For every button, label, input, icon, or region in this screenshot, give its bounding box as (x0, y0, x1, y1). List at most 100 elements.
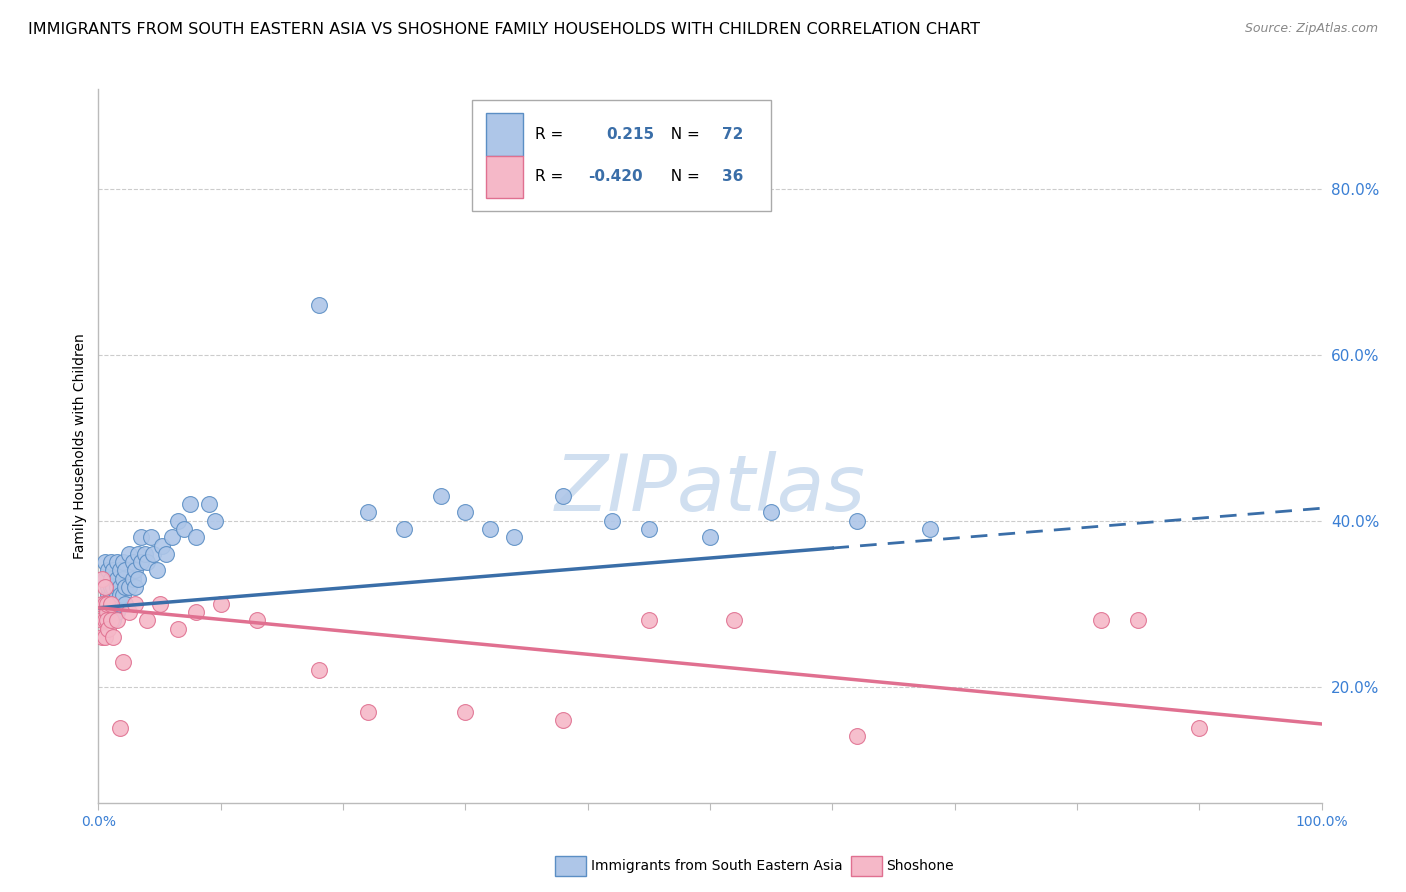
Point (105, 555, 128, 569)
Point (111, 572, 134, 586)
Point (93, 597, 115, 611)
Point (110, 588, 132, 602)
Point (121, 572, 143, 586)
Point (114, 580, 136, 594)
Point (97, 597, 120, 611)
Point (97, 580, 120, 594)
Point (110, 721, 132, 735)
Text: N =: N = (661, 127, 704, 142)
Point (101, 630, 124, 644)
Point (553, 713, 575, 727)
Point (101, 580, 124, 594)
Point (93, 630, 115, 644)
Point (93, 613, 115, 627)
Point (503, 530, 526, 544)
Point (129, 555, 152, 569)
Text: N =: N = (661, 169, 704, 185)
FancyBboxPatch shape (471, 100, 772, 211)
Point (1090, 613, 1112, 627)
Point (97, 613, 120, 627)
Point (430, 489, 453, 503)
Point (101, 613, 124, 627)
Point (134, 547, 156, 561)
Point (121, 555, 143, 569)
Point (160, 530, 183, 544)
Point (167, 622, 190, 636)
Point (600, 514, 623, 528)
Point (209, 597, 232, 611)
Point (1128, 613, 1150, 627)
Point (186, 605, 208, 619)
Point (91, 572, 114, 586)
Point (100, 605, 122, 619)
Point (105, 572, 128, 586)
Point (186, 530, 208, 544)
Point (136, 613, 159, 627)
Point (204, 514, 226, 528)
Point (845, 514, 868, 528)
Point (100, 597, 122, 611)
Point (114, 597, 136, 611)
Text: Source: ZipAtlas.com: Source: ZipAtlas.com (1244, 22, 1378, 36)
Point (93, 555, 115, 569)
Point (111, 555, 134, 569)
Text: R =: R = (536, 127, 568, 142)
Point (100, 597, 122, 611)
Text: Shoshone: Shoshone (886, 859, 953, 873)
Point (96, 597, 118, 611)
Point (124, 564, 146, 578)
Text: 0.215: 0.215 (606, 127, 654, 142)
Point (638, 522, 661, 536)
Point (136, 555, 159, 569)
Text: Immigrants from South Eastern Asia: Immigrants from South Eastern Asia (591, 859, 842, 873)
Point (111, 655, 134, 669)
Point (110, 564, 132, 578)
FancyBboxPatch shape (486, 112, 523, 155)
Point (454, 705, 477, 719)
Point (91, 597, 114, 611)
Text: 72: 72 (723, 127, 744, 142)
Point (638, 613, 661, 627)
Point (150, 539, 173, 553)
Point (93, 597, 115, 611)
Point (97, 564, 120, 578)
Point (478, 522, 501, 536)
Point (100, 572, 122, 586)
Point (100, 588, 122, 602)
Point (111, 588, 134, 602)
Point (110, 597, 132, 611)
Point (142, 547, 165, 561)
Point (97, 622, 120, 636)
Point (118, 605, 141, 619)
Point (101, 597, 124, 611)
Point (356, 705, 378, 719)
Point (91, 630, 114, 644)
Point (149, 597, 172, 611)
Point (155, 547, 177, 561)
Point (105, 588, 128, 602)
Point (920, 522, 942, 536)
Point (308, 298, 330, 312)
Point (356, 505, 378, 519)
Point (105, 580, 128, 594)
Point (96, 605, 118, 619)
Point (100, 555, 122, 569)
Point (723, 613, 745, 627)
Point (1188, 721, 1211, 735)
Point (124, 597, 146, 611)
Point (454, 505, 477, 519)
Point (179, 497, 201, 511)
Point (91, 613, 114, 627)
Text: -0.420: -0.420 (588, 169, 643, 185)
Text: ZIPatlas: ZIPatlas (554, 450, 866, 527)
Point (97, 588, 120, 602)
Point (761, 505, 783, 519)
Point (392, 522, 416, 536)
Point (127, 572, 149, 586)
Point (699, 530, 721, 544)
Point (173, 522, 195, 536)
Point (105, 597, 128, 611)
Point (101, 564, 124, 578)
Point (308, 663, 330, 677)
Point (114, 564, 136, 578)
